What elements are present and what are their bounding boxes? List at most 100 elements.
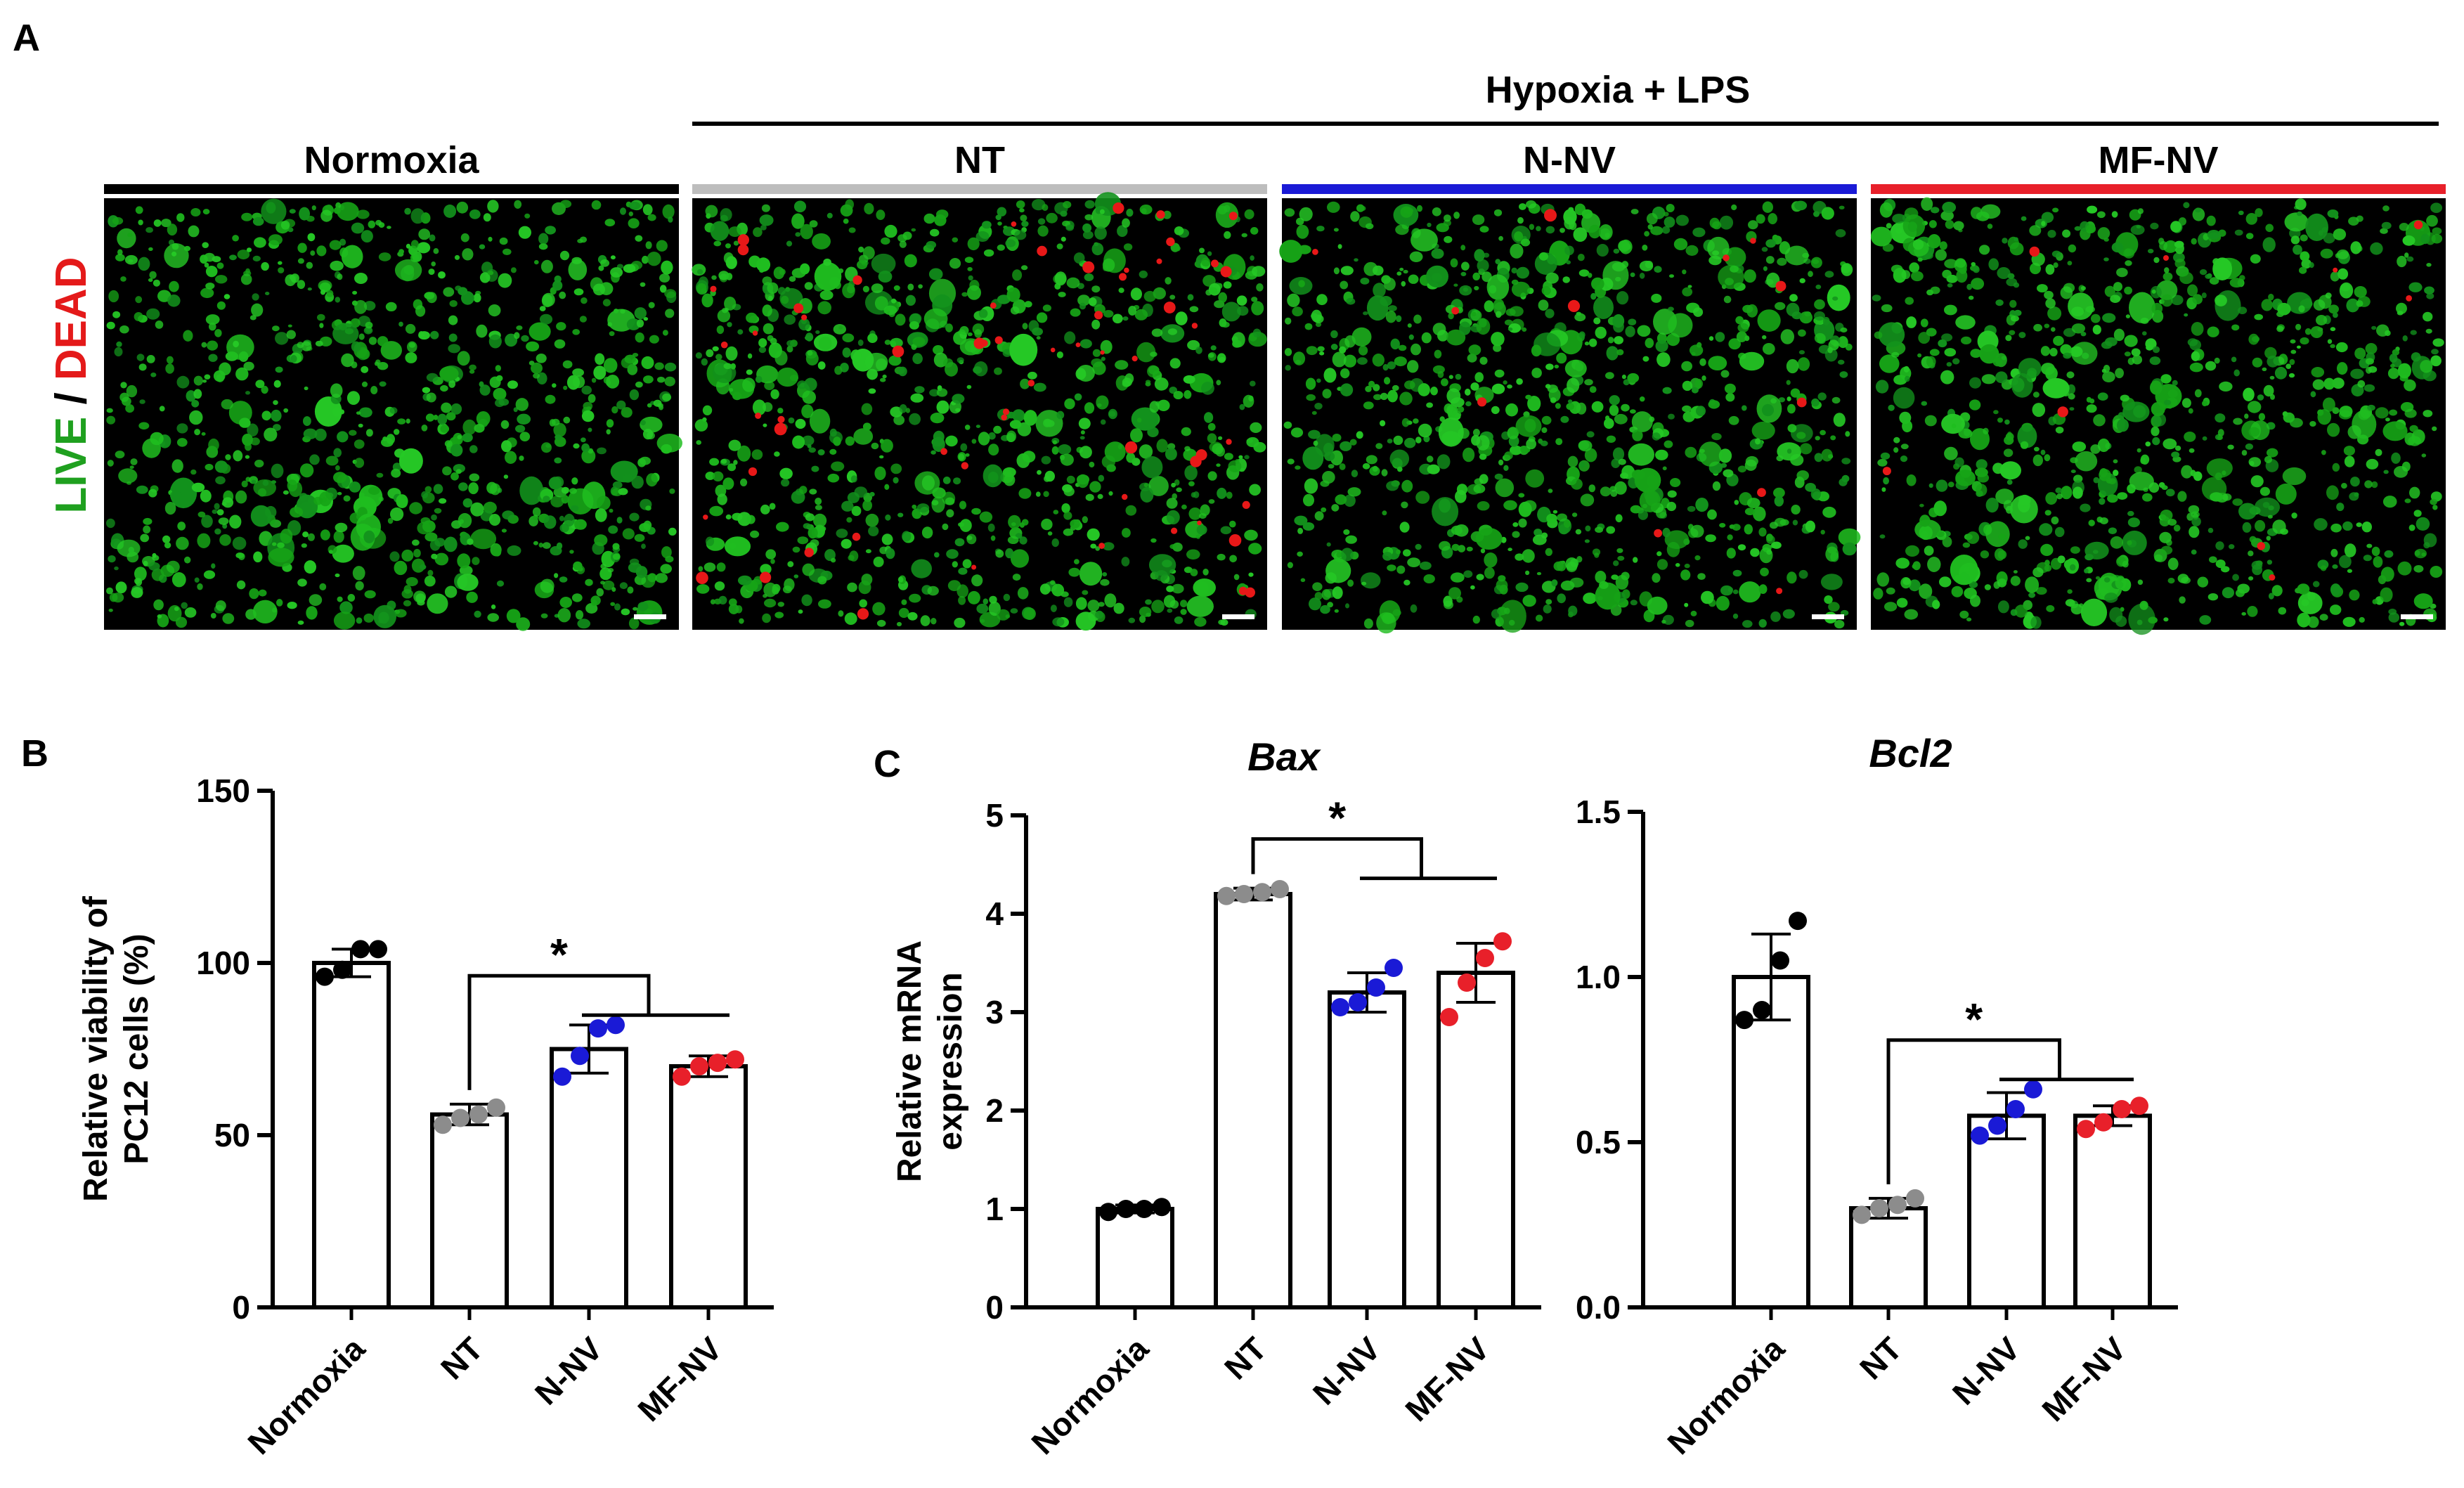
data-point-nt — [469, 1105, 488, 1124]
data-point-mf-nv — [673, 1067, 691, 1086]
data-point-mf-nv — [708, 1054, 727, 1073]
live-cells-nt — [692, 192, 1267, 631]
category-label-n-nv: N-NV — [1306, 1330, 1388, 1412]
data-point-normoxia — [1753, 1001, 1771, 1019]
data-point-nt — [1888, 1196, 1907, 1215]
significance-bracket — [467, 973, 651, 1090]
panel-header-nt: NT — [954, 139, 1005, 181]
dead-label: DEAD — [47, 257, 96, 380]
category-label-normoxia: Normoxia — [1660, 1330, 1791, 1461]
dead-cells-nt — [696, 202, 1255, 620]
data-point-n-nv — [2024, 1080, 2042, 1099]
chart-title: Bax — [1247, 735, 1322, 779]
data-point-n-nv — [607, 1016, 625, 1035]
bar-nt — [1214, 892, 1292, 1309]
y-axis-title-line: Relative mRNA — [891, 940, 928, 1182]
data-point-nt — [1870, 1199, 1888, 1217]
data-point-mf-nv — [2113, 1100, 2131, 1118]
data-point-nt — [1853, 1205, 1871, 1224]
significance-star: * — [1328, 793, 1346, 843]
y-axis-title-line: expression — [932, 972, 969, 1150]
live-cells-normoxia — [106, 198, 682, 631]
data-point-normoxia — [351, 940, 370, 959]
bar-n-nv — [1328, 990, 1406, 1309]
significance-bracket — [1251, 837, 1423, 879]
micrograph-nt — [692, 198, 1267, 630]
category-label-mf-nv: MF-NV — [2035, 1330, 2133, 1428]
data-point-mf-nv — [726, 1050, 744, 1069]
bar-normoxia — [1096, 1207, 1174, 1309]
y-tick-label: 50 — [214, 1117, 250, 1153]
panel-header-n-nv: N-NV — [1523, 139, 1616, 181]
group-header-hypoxia-lps: Hypoxia + LPS — [1486, 69, 1751, 111]
category-label-nt: NT — [434, 1330, 490, 1386]
data-point-mf-nv — [690, 1057, 708, 1075]
panel-header-mf-nv: MF-NV — [2099, 139, 2219, 181]
data-point-normoxia — [1135, 1200, 1153, 1218]
category-label-n-nv: N-NV — [1945, 1330, 2028, 1412]
data-point-normoxia — [1117, 1200, 1135, 1218]
chart-0: 0 50 100 150 Relative viability of PC12 cells… — [77, 772, 774, 1461]
y-tick-label: 1.0 — [1576, 959, 1621, 995]
live-cells-mf-nv — [1870, 197, 2444, 635]
data-point-nt — [1906, 1189, 1924, 1208]
category-label-normoxia: Normoxia — [240, 1330, 372, 1461]
data-point-n-nv — [1988, 1116, 2006, 1135]
bar-nt — [1849, 1206, 1928, 1309]
y-axis-title-line: Relative viability of — [77, 895, 115, 1202]
data-point-normoxia — [1771, 951, 1789, 970]
data-point-nt — [434, 1115, 452, 1134]
data-point-nt — [1217, 886, 1236, 905]
data-point-normoxia — [1789, 912, 1807, 931]
category-label-normoxia: Normoxia — [1024, 1330, 1155, 1461]
panel-letter-a: A — [13, 17, 40, 59]
category-label-nt: NT — [1217, 1330, 1273, 1386]
chart-2: 0.0 0.5 1.0 1.5 Bcl2 Normoxia NT N-NV MF-NV * — [1576, 731, 2178, 1461]
panel-color-bar-mf-nv — [1871, 184, 2446, 194]
category-label-nt: NT — [1853, 1330, 1909, 1386]
data-point-mf-nv — [1458, 973, 1476, 992]
data-point-nt — [1235, 885, 1253, 903]
bar-normoxia — [312, 961, 391, 1309]
chart-title: Bcl2 — [1869, 731, 1952, 775]
panel-color-bar-normoxia — [104, 184, 679, 194]
y-tick-label: 0 — [985, 1289, 1004, 1326]
live-label: LIVE — [47, 417, 96, 514]
y-axis-title-line: PC12 cells (%) — [118, 933, 155, 1164]
data-point-n-nv — [1971, 1126, 1989, 1145]
bar-n-nv — [550, 1047, 628, 1309]
data-point-normoxia — [369, 940, 387, 959]
y-axis-title: Relative mRNA expression — [891, 940, 969, 1182]
data-point-n-nv — [553, 1067, 571, 1086]
micrograph-panels: Normoxia NT N-NV MF-NV — [104, 139, 2446, 635]
data-point-nt — [1253, 883, 1271, 902]
data-point-mf-nv — [1493, 932, 1512, 951]
scale-bar-nt — [1222, 614, 1254, 619]
data-point-nt — [451, 1108, 469, 1127]
category-label-mf-nv: MF-NV — [1398, 1330, 1496, 1428]
bar-mf-nv — [2073, 1113, 2152, 1310]
bar-nt — [430, 1112, 509, 1309]
data-point-normoxia — [1153, 1198, 1171, 1217]
bar-charts: 0 50 100 150 Relative viability of PC12 cells… — [77, 731, 2178, 1461]
label-separator: / — [47, 380, 96, 417]
data-point-n-nv — [589, 1019, 607, 1038]
panel-letter-b: B — [21, 732, 48, 775]
data-point-normoxia — [316, 967, 334, 986]
bar-mf-nv — [669, 1064, 748, 1309]
live-dead-label: LIVE / DEAD — [47, 257, 96, 513]
data-point-mf-nv — [2094, 1113, 2113, 1132]
data-point-nt — [487, 1098, 505, 1117]
y-tick-label: 1 — [985, 1191, 1004, 1227]
data-point-n-nv — [1367, 978, 1385, 997]
dead-cells-n-nv — [1312, 209, 1807, 595]
y-tick-label: 150 — [196, 772, 250, 809]
chart-1: 0 1 2 3 4 5 Relative mRNA expression Bax Normoxia… — [891, 735, 1541, 1461]
data-point-n-nv — [1385, 959, 1403, 977]
data-point-normoxia — [333, 960, 351, 979]
y-tick-label: 1.5 — [1576, 794, 1621, 830]
y-tick-label: 100 — [196, 945, 250, 981]
data-point-nt — [1271, 880, 1289, 898]
scale-bar-mf-nv — [2401, 614, 2433, 619]
